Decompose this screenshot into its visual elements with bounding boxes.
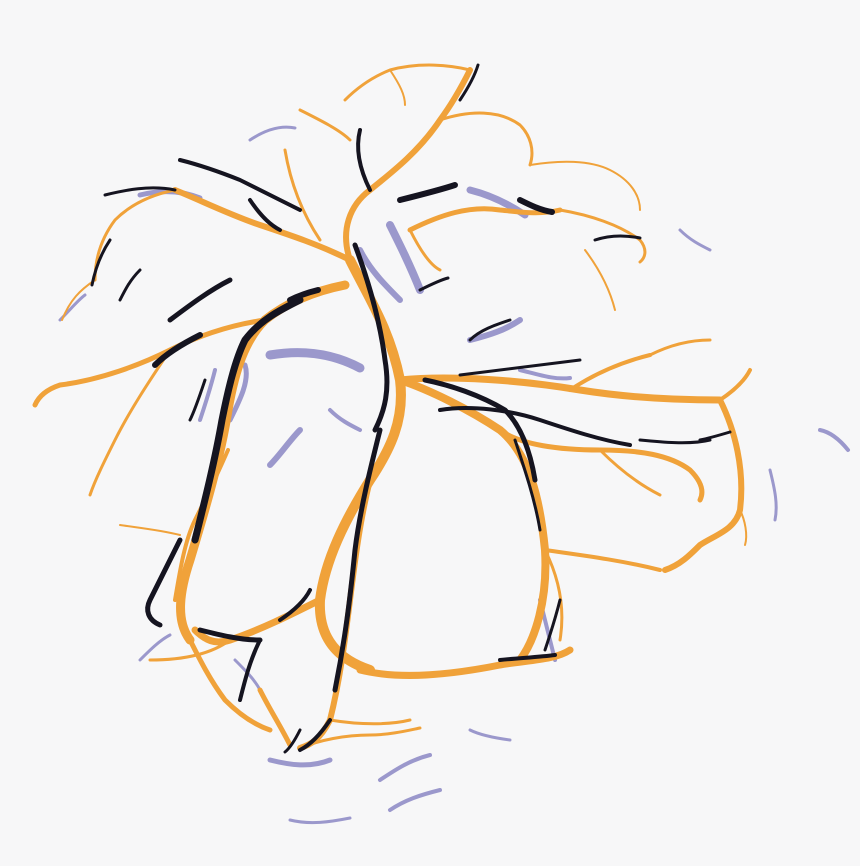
lavender-vessel-layer	[58, 125, 850, 825]
black-vessel-layer	[90, 63, 732, 754]
orange-vessel-layer	[32, 63, 752, 751]
